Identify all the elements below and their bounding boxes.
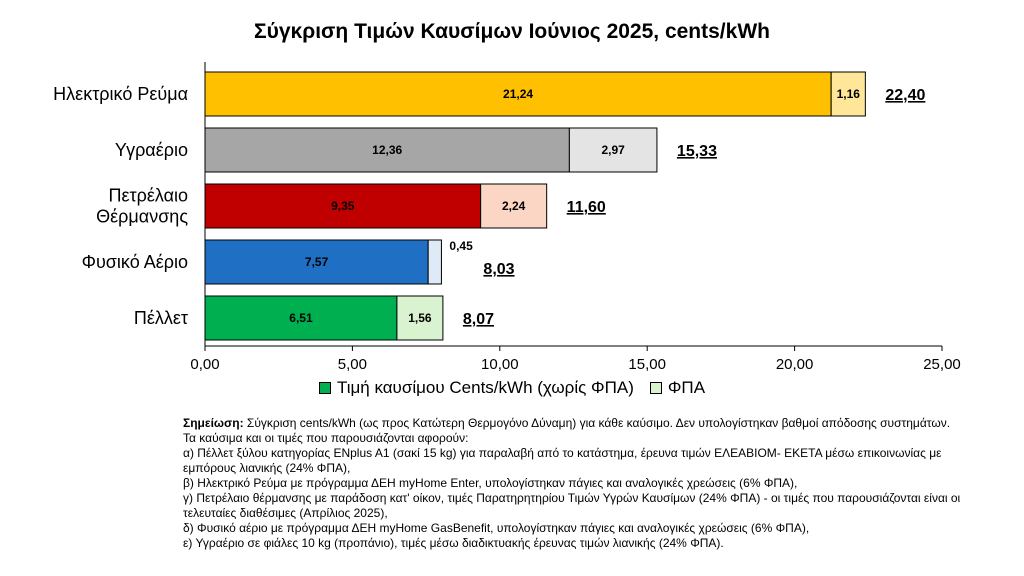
bar-base-price [204, 127, 570, 173]
notes-intro-text: Σύγκριση cents/kWh (ως προς Κατώτερη Θερ… [183, 416, 951, 445]
legend-item-base-price: Τιμή καυσίμου Cents/kWh (χωρίς ΦΠΑ) [318, 378, 634, 398]
legend-item-vat: ΦΠΑ [649, 378, 706, 398]
chart-legend: Τιμή καυσίμου Cents/kWh (χωρίς ΦΠΑ) ΦΠΑ [0, 378, 1024, 398]
data-label-total: 11,60 [567, 199, 606, 216]
data-label-total: 22,40 [885, 87, 925, 104]
chart-title: Σύγκριση Τιμών Καυσίμων Ιούνιος 2025, ce… [254, 20, 770, 43]
x-tick-label: 15,00 [628, 356, 666, 373]
x-tick-label: 0,00 [190, 356, 219, 373]
category-label: Υγραέριο [115, 140, 188, 160]
legend-swatch-base-price [318, 382, 331, 394]
data-label-vat: 0,45 [449, 239, 473, 253]
note-item-heating-oil: γ) Πετρέλαιο θέρμανσης με παράδοση κατ' … [183, 491, 961, 520]
data-label-vat: 1,16 [837, 87, 861, 101]
x-tick-label: 25,00 [923, 356, 961, 373]
bar-vat [830, 71, 866, 117]
category-label: Θέρμανσης [96, 207, 188, 227]
note-item-electricity: β) Ηλεκτρικό Ρεύμα με πρόγραμμα ΔΕΗ myHo… [183, 476, 798, 490]
note-item-lpg: ε) Υγραέριο σε φιάλες 10 kg (προπάνιο), … [183, 536, 724, 550]
note-item-pellet: α) Πέλλετ ξύλου κατηγορίας ENplus A1 (σα… [183, 446, 942, 475]
data-label-total: 8,03 [483, 261, 514, 278]
data-label-vat: 2,24 [502, 199, 526, 213]
bar-base-price [204, 183, 482, 229]
data-label-total: 8,07 [463, 311, 494, 328]
notes-heading: Σημείωση: [183, 416, 244, 430]
bar-base-price [204, 71, 832, 117]
bar-base-price [204, 239, 429, 285]
data-label-base-price: 12,36 [372, 143, 402, 157]
data-label-base-price: 7,57 [305, 255, 329, 269]
category-label: Ηλεκτρικό Ρεύμα [53, 84, 188, 104]
bar-vat [396, 295, 444, 341]
x-tick-label: 10,00 [481, 356, 519, 373]
x-tick-label: 20,00 [776, 356, 814, 373]
note-item-natural-gas: δ) Φυσικό αέριο με πρόγραμμα ΔΕΗ myHome … [183, 521, 810, 535]
legend-label-base-price: Τιμή καυσίμου Cents/kWh (χωρίς ΦΠΑ) [336, 378, 634, 397]
x-tick-label: 5,00 [338, 356, 367, 373]
bar-vat [480, 183, 548, 229]
data-label-total: 15,33 [677, 143, 717, 160]
data-label-vat: 2,97 [601, 143, 625, 157]
category-label: Πέλλετ [134, 308, 188, 328]
bar-vat [568, 127, 658, 173]
notes-intro: Σημείωση: Σύγκριση cents/kWh (ως προς Κα… [183, 416, 963, 446]
data-label-base-price: 21,24 [503, 87, 533, 101]
data-label-base-price: 9,35 [331, 199, 355, 213]
bar-vat [427, 239, 442, 285]
legend-label-vat: ΦΠΑ [667, 378, 706, 397]
data-label-base-price: 6,51 [289, 311, 313, 325]
notes-block: Σημείωση: Σύγκριση cents/kWh (ως προς Κα… [183, 416, 963, 551]
bar-base-price [204, 295, 398, 341]
category-label: Φυσικό Αέριο [82, 252, 188, 272]
category-label: Πετρέλαιο [108, 186, 188, 206]
data-label-vat: 1,56 [408, 311, 432, 325]
legend-swatch-vat [649, 382, 662, 394]
